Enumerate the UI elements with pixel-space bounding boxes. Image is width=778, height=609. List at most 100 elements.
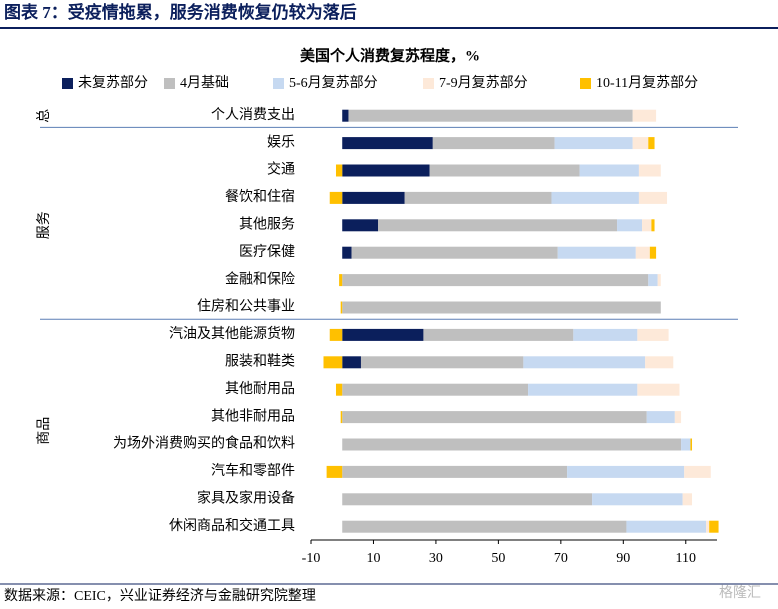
bar-segment [626,520,707,533]
x-tick-label: 70 [554,551,568,566]
legend-label: 5-6月复苏部分 [289,74,378,91]
bar-segment [342,520,627,533]
figure-title: 图表 7：受疫情拖累，服务消费恢复仍较为落后 [4,2,357,22]
x-tick-label: 10 [366,551,380,566]
bar-segment [342,301,661,314]
legend-swatch [164,78,175,89]
bar-segment [557,246,636,259]
category-label: 其他服务 [239,217,295,233]
legend-swatch [62,78,73,89]
x-tick-label: 90 [616,551,630,566]
x-tick-label: 110 [676,551,696,566]
bar-segment [335,164,343,177]
group-label: 总 [36,109,52,123]
category-label: 个人消费支出 [211,107,295,123]
chart-title: 美国个人消费复苏程度，% [300,46,480,64]
source: 数据来源：CEIC，兴业证券经济与金融研究院整理 [4,588,316,604]
bar-segment [351,246,558,259]
category-label: 家具及家用设备 [197,490,295,507]
bar-segment [551,191,639,204]
bar-segment [637,383,680,396]
bar-segment [329,191,343,204]
group-label: 商品 [36,417,52,445]
bar-segment [681,438,691,451]
bar-segment [342,465,568,478]
bar-segment [638,164,661,177]
bar-segment [648,137,655,150]
bar-segment [690,438,693,451]
bar-segment [342,493,593,506]
bar-segment [523,356,646,369]
bar-segment [342,356,361,369]
bar-segment [567,465,685,478]
bar-segment [682,493,693,506]
category-label: 医疗保健 [239,244,295,260]
bar-segment [554,137,633,150]
category-label: 金融和保险 [225,271,295,287]
legend-label: 未复苏部分 [78,74,148,91]
category-label: 休闲商品和交通工具 [169,517,295,534]
bar-segment [632,137,649,150]
bar-segment [637,328,669,341]
bar-segment [342,164,430,177]
bar-segment [404,191,552,204]
bar-segment [573,328,638,341]
bar-segment [645,356,674,369]
bar-segment [360,356,524,369]
category-label: 为场外消费购买的食品和饮料 [113,435,295,452]
bar-segment [657,274,661,287]
bar-segment [649,246,657,259]
bar-segment [709,520,719,533]
bar-segment [528,383,638,396]
x-tick-label: -10 [302,551,321,566]
bar-segment [323,356,343,369]
category-label: 住房和公共事业 [197,299,295,315]
bar-segment [326,465,343,478]
bar-segment [617,219,643,232]
bar-segment [329,328,343,341]
bar-segment [339,274,343,287]
group-label: 服务 [36,211,52,239]
category-label: 汽车和零部件 [211,462,295,479]
bar-segment [342,246,352,259]
bar-segment [342,274,649,287]
bar-segment [579,164,639,177]
watermark: 格隆汇 [719,585,761,601]
category-label: 服装和鞋类 [225,354,295,370]
bar-segment [342,109,349,122]
bar-segment [674,411,682,424]
legend-label: 7-9月复苏部分 [439,74,528,91]
bar-segment [342,383,529,396]
bar-segment [592,493,683,506]
category-label: 娱乐 [267,134,295,150]
bar-segment [342,411,647,424]
legend-swatch [273,78,284,89]
legend-label: 10-11月复苏部分 [596,74,698,91]
category-label: 交通 [267,161,295,178]
bar-segment [342,191,405,204]
bar-segment [342,137,433,150]
bar-segment [651,219,655,232]
x-tick-label: 30 [429,551,443,566]
bar-segment [638,191,668,204]
bar-segment [706,520,710,533]
bar-segment [340,301,343,314]
bar-segment [335,383,343,396]
bar-segment [632,109,657,122]
bar-segment [635,246,650,259]
category-label: 其他耐用品 [225,381,295,397]
bar-segment [342,328,424,341]
legend-swatch [423,78,434,89]
bar-segment [423,328,574,341]
bar-segment [646,411,675,424]
x-tick-label: 50 [491,551,505,566]
bar-segment [348,109,633,122]
bar-segment [684,465,711,478]
bar-segment [340,411,343,424]
bar-segment [648,274,658,287]
bar-segment [642,219,652,232]
bar-segment [342,219,379,232]
bar-segment [432,137,555,150]
bar-segment [342,438,682,451]
